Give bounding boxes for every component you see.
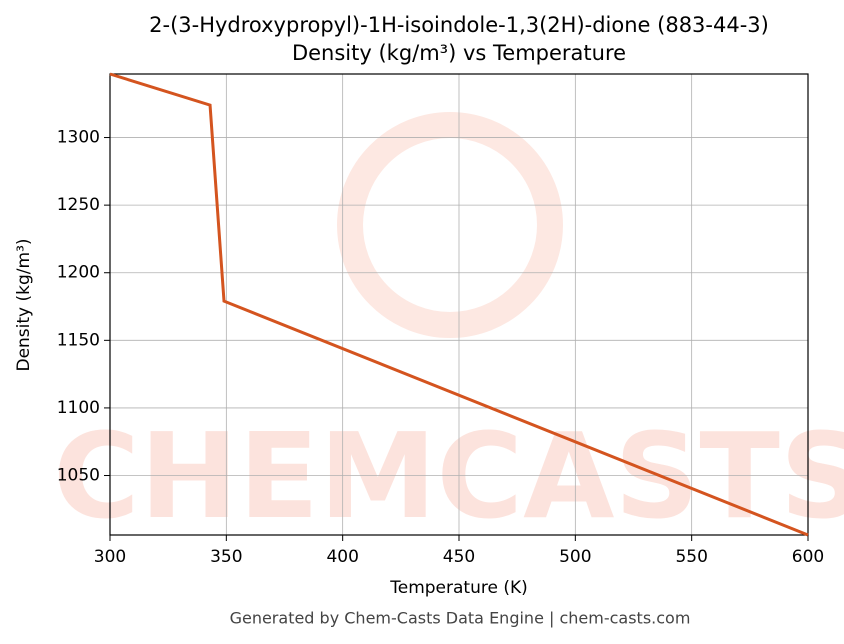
plot-frame	[109, 73, 809, 536]
watermark: CHEMCASTS	[53, 407, 844, 545]
y-tick-label: 1300	[57, 128, 100, 148]
data-line	[109, 72, 809, 537]
x-tick-label: 400	[326, 547, 358, 567]
footer: Generated by Chem-Casts Data Engine | ch…	[230, 609, 691, 628]
x-tick-label: 500	[559, 547, 591, 567]
y-axis-label: Density (kg/m³)	[14, 238, 34, 371]
chart-subtitle: Density (kg/m³) vs Temperature	[292, 41, 626, 65]
y-tick-label: 1100	[57, 398, 100, 418]
x-tick-label: 300	[94, 547, 126, 567]
y-tick-label: 1050	[57, 466, 100, 486]
watermark-logo	[337, 112, 563, 338]
y-tick-label: 1200	[57, 263, 100, 283]
chart-title: 2-(3-Hydroxypropyl)-1H-isoindole-1,3(2H)…	[149, 13, 769, 37]
y-tick-label: 1250	[57, 195, 100, 215]
y-tick-label: 1150	[57, 330, 100, 350]
x-tick-label: 600	[792, 547, 824, 567]
x-tick-label: 450	[443, 547, 475, 567]
x-tick-label: 550	[675, 547, 707, 567]
x-axis-label: Temperature (K)	[389, 578, 528, 598]
x-tick-label: 350	[210, 547, 242, 567]
